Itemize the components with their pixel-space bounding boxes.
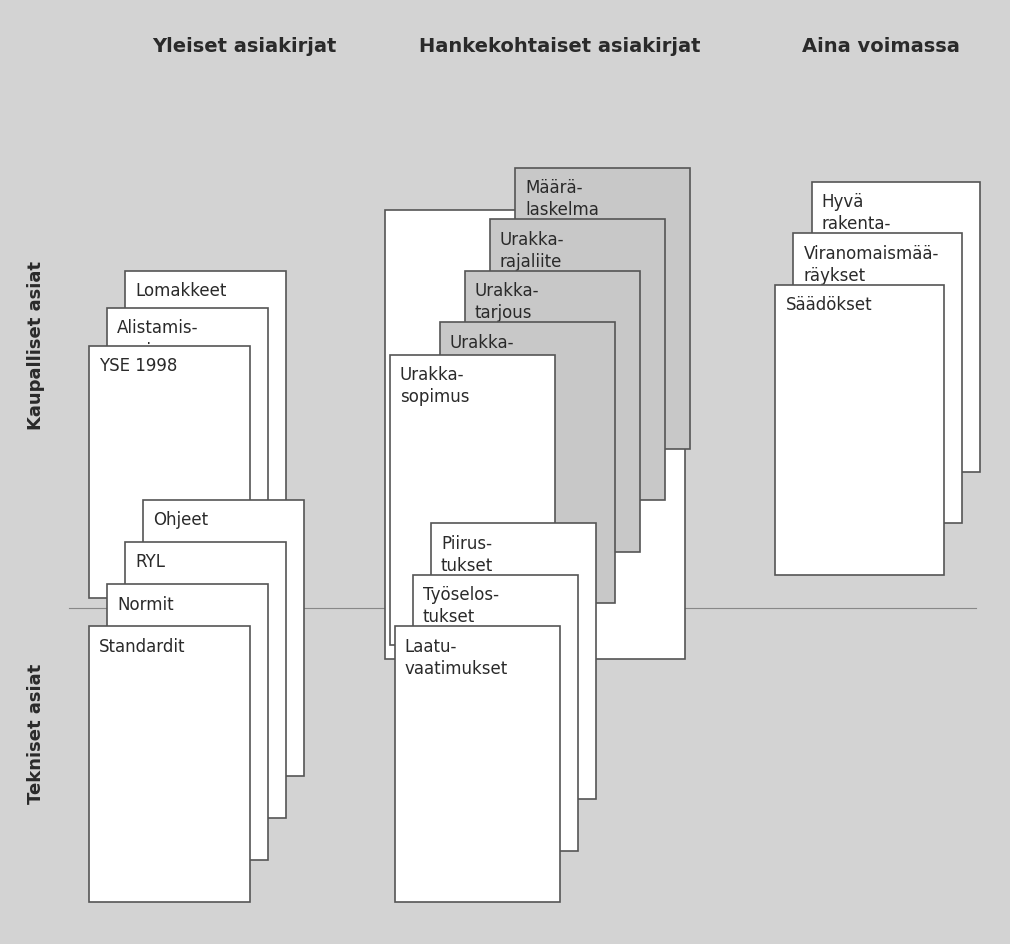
FancyBboxPatch shape	[465, 271, 640, 551]
Text: Viranomaismää-
räykset: Viranomaismää- räykset	[804, 244, 939, 285]
FancyBboxPatch shape	[89, 346, 249, 598]
Text: Hankekohtaiset asiakirjat: Hankekohtaiset asiakirjat	[419, 37, 701, 56]
Text: Lomakkeet: Lomakkeet	[135, 282, 227, 300]
Text: Työselos-
tukset: Työselos- tukset	[423, 586, 499, 627]
Text: Urakka-
sopimus: Urakka- sopimus	[400, 366, 470, 407]
FancyBboxPatch shape	[490, 219, 666, 500]
FancyBboxPatch shape	[385, 210, 686, 659]
FancyBboxPatch shape	[89, 627, 249, 902]
FancyBboxPatch shape	[107, 309, 268, 561]
Text: Urakka-
rajaliite: Urakka- rajaliite	[500, 230, 565, 271]
Text: Ohjeet: Ohjeet	[154, 512, 208, 530]
Text: Säädökset: Säädökset	[786, 296, 872, 314]
Text: RYL: RYL	[135, 553, 166, 571]
Text: YSE 1998: YSE 1998	[99, 357, 178, 375]
Text: Normit: Normit	[117, 596, 174, 614]
FancyBboxPatch shape	[390, 355, 556, 645]
Text: Aina voimassa: Aina voimassa	[802, 37, 960, 56]
FancyBboxPatch shape	[811, 182, 980, 472]
Text: Urakka-
tarjous: Urakka- tarjous	[475, 282, 539, 322]
Text: Määrä-
laskelma: Määrä- laskelma	[525, 179, 599, 219]
FancyBboxPatch shape	[125, 542, 286, 818]
Text: Tekniset asiat: Tekniset asiat	[27, 664, 45, 804]
FancyBboxPatch shape	[413, 575, 578, 851]
Text: Urakka-
ohjelma: Urakka- ohjelma	[449, 333, 516, 374]
Text: Yleiset asiakirjat: Yleiset asiakirjat	[153, 37, 336, 56]
FancyBboxPatch shape	[143, 500, 304, 776]
Text: Alistamis-
sopimus: Alistamis- sopimus	[117, 319, 199, 360]
Text: Kaupalliset asiat: Kaupalliset asiat	[27, 261, 45, 430]
FancyBboxPatch shape	[431, 524, 596, 800]
Text: Piirus-
tukset: Piirus- tukset	[441, 534, 493, 575]
FancyBboxPatch shape	[125, 271, 286, 524]
Text: Hyvä
rakenta-
mistapa: Hyvä rakenta- mistapa	[821, 194, 891, 256]
Text: Laatu-
vaatimukset: Laatu- vaatimukset	[405, 637, 508, 678]
FancyBboxPatch shape	[107, 584, 268, 860]
FancyBboxPatch shape	[440, 322, 615, 603]
Text: Standardit: Standardit	[99, 637, 186, 656]
FancyBboxPatch shape	[794, 233, 962, 524]
FancyBboxPatch shape	[395, 627, 561, 902]
FancyBboxPatch shape	[515, 168, 690, 448]
FancyBboxPatch shape	[776, 285, 943, 575]
